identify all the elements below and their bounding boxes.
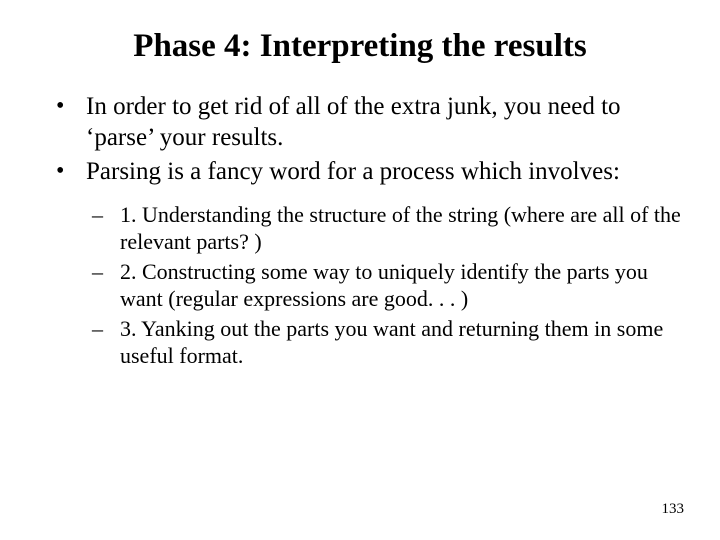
sub-bullet-item: 3. Yanking out the parts you want and re… — [86, 315, 682, 370]
main-bullet-list: In order to get rid of all of the extra … — [38, 91, 682, 187]
slide-title: Phase 4: Interpreting the results — [38, 28, 682, 65]
sub-bullet-item: 2. Constructing some way to uniquely ide… — [86, 258, 682, 313]
main-bullet-item: In order to get rid of all of the extra … — [50, 91, 682, 154]
page-number: 133 — [662, 501, 685, 518]
main-bullet-item: Parsing is a fancy word for a process wh… — [50, 156, 682, 187]
sub-bullet-item: 1. Understanding the structure of the st… — [86, 201, 682, 256]
sub-bullet-list: 1. Understanding the structure of the st… — [38, 201, 682, 370]
